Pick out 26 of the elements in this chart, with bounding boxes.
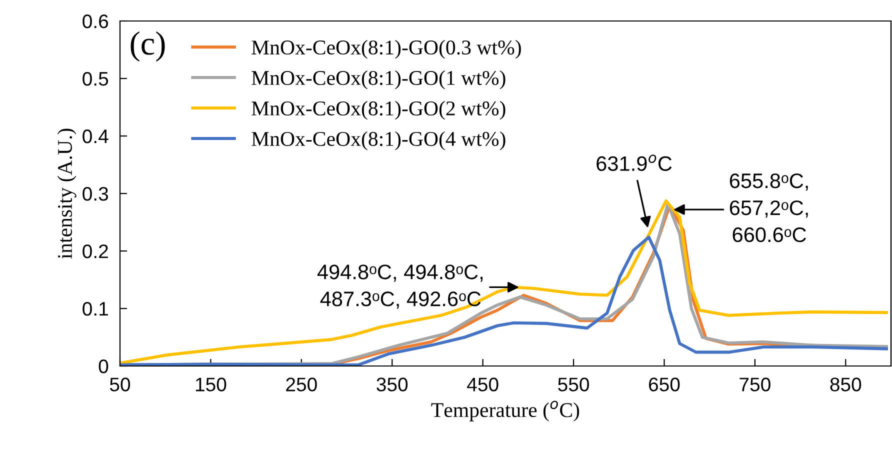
- annotation: 655.8ᵒC, 657,2ᵒC, 660.6ᵒC: [730, 173, 808, 242]
- x-tick-label: 250: [286, 378, 317, 392]
- annotation: 631.9$^{o}$C: [596, 154, 672, 171]
- x-tick-label: 650: [649, 378, 680, 392]
- x-tick-label: 350: [376, 378, 408, 392]
- x-tick-label: 450: [467, 378, 498, 392]
- y-tick-label: 0: [98, 359, 108, 374]
- annotation: (c): [130, 31, 165, 62]
- y-tick-label: 0.5: [82, 72, 108, 86]
- legend-label: MnOx-CeOx(8:1)-GO(4 wt%): [252, 131, 506, 150]
- y-tick-label: 0.1: [82, 302, 108, 316]
- y-tick-label: 0.6: [82, 14, 108, 28]
- x-tick-label: 50: [110, 378, 130, 392]
- y-tick-label: 0.2: [82, 244, 108, 258]
- y-tick-label: 0.4: [82, 129, 108, 144]
- x-tick-label: 850: [830, 378, 862, 392]
- legend-label: MnOx-CeOx(8:1)-GO(1 wt%): [252, 70, 506, 90]
- y-axis-title: intensity (A.U.): [57, 128, 76, 259]
- y-tick-label: 0.3: [82, 186, 108, 201]
- x-tick-label: 150: [196, 378, 226, 392]
- x-tick-label: 550: [558, 378, 589, 392]
- x-axis-title: Temperature ($^{o}$C): [431, 400, 580, 422]
- annotation: 494.8ᵒC, 494.8ᵒC, 487.3ᵒC, 492.6ᵒC: [317, 264, 483, 309]
- legend-label: MnOx-CeOx(8:1)-GO(2 wt%): [252, 100, 506, 120]
- legend-label: MnOx-CeOx(8:1)-GO(0.3 wt%): [252, 40, 521, 59]
- x-tick-label: 750: [740, 378, 770, 392]
